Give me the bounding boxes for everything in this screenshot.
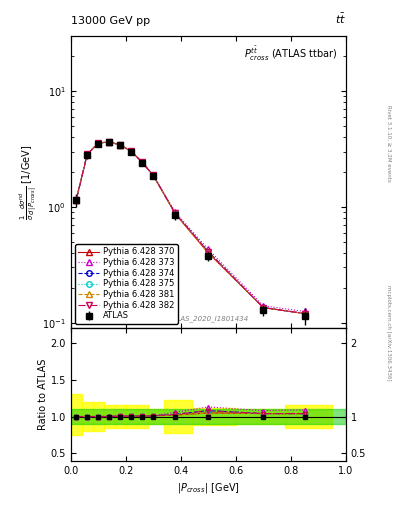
Pythia 6.428 370 (140, 159, 145, 165)
Pythia 6.428 381 (302, 310, 307, 316)
Pythia 6.428 382 (96, 140, 101, 146)
Pythia 6.428 373 (118, 142, 123, 148)
Pythia 6.428 382 (261, 305, 266, 311)
Line: Pythia 6.428 373: Pythia 6.428 373 (73, 139, 307, 314)
Pythia 6.428 370 (107, 139, 112, 145)
Pythia 6.428 373 (85, 151, 90, 157)
Pythia 6.428 382 (107, 139, 112, 145)
Pythia 6.428 374 (206, 249, 211, 255)
Pythia 6.428 382 (302, 310, 307, 316)
Pythia 6.428 381 (206, 250, 211, 256)
Pythia 6.428 374 (107, 139, 112, 145)
Pythia 6.428 373 (140, 159, 145, 165)
Pythia 6.428 374 (302, 310, 307, 316)
Pythia 6.428 373 (96, 140, 101, 146)
Pythia 6.428 382 (129, 148, 134, 155)
Pythia 6.428 370 (129, 148, 134, 155)
Pythia 6.428 375 (261, 305, 266, 311)
Pythia 6.428 381 (107, 139, 112, 145)
Pythia 6.428 370 (302, 310, 307, 316)
Pythia 6.428 373 (302, 308, 307, 314)
Pythia 6.428 373 (261, 303, 266, 309)
Pythia 6.428 370 (74, 197, 79, 203)
Pythia 6.428 375 (151, 173, 156, 179)
Pythia 6.428 373 (206, 246, 211, 252)
Pythia 6.428 375 (96, 140, 101, 146)
Pythia 6.428 373 (129, 148, 134, 155)
Pythia 6.428 373 (107, 139, 112, 145)
Text: 13000 GeV pp: 13000 GeV pp (71, 15, 150, 26)
Pythia 6.428 375 (140, 159, 145, 165)
Pythia 6.428 382 (118, 142, 123, 148)
Pythia 6.428 375 (206, 249, 211, 255)
Pythia 6.428 374 (96, 140, 101, 146)
Pythia 6.428 370 (151, 173, 156, 179)
Pythia 6.428 374 (140, 159, 145, 165)
Line: Pythia 6.428 375: Pythia 6.428 375 (73, 139, 307, 316)
Pythia 6.428 381 (96, 140, 101, 146)
Text: mcplots.cern.ch [arXiv:1306.3436]: mcplots.cern.ch [arXiv:1306.3436] (386, 285, 391, 380)
Pythia 6.428 375 (74, 197, 79, 203)
Y-axis label: $\frac{1}{\sigma}\frac{d\sigma^{nd}}{d\,|P_{cross}|}$ [1/GeV]: $\frac{1}{\sigma}\frac{d\sigma^{nd}}{d\,… (18, 144, 39, 220)
Pythia 6.428 374 (129, 148, 134, 155)
Text: $t\bar{t}$: $t\bar{t}$ (335, 11, 346, 26)
Pythia 6.428 381 (140, 159, 145, 165)
Text: $P_{cross}^{t\bar{t}}$ (ATLAS ttbar): $P_{cross}^{t\bar{t}}$ (ATLAS ttbar) (244, 45, 338, 63)
Pythia 6.428 374 (173, 210, 178, 217)
Line: Pythia 6.428 374: Pythia 6.428 374 (73, 139, 307, 316)
Text: ATLAS_2020_I1801434: ATLAS_2020_I1801434 (168, 315, 248, 322)
Pythia 6.428 382 (74, 197, 79, 203)
Pythia 6.428 382 (206, 249, 211, 255)
Legend: Pythia 6.428 370, Pythia 6.428 373, Pythia 6.428 374, Pythia 6.428 375, Pythia 6: Pythia 6.428 370, Pythia 6.428 373, Pyth… (75, 244, 178, 324)
Pythia 6.428 375 (85, 151, 90, 157)
Pythia 6.428 370 (261, 305, 266, 311)
Pythia 6.428 375 (173, 210, 178, 217)
Pythia 6.428 381 (118, 142, 123, 148)
Pythia 6.428 373 (173, 209, 178, 215)
Pythia 6.428 370 (96, 140, 101, 146)
Pythia 6.428 370 (118, 142, 123, 148)
Y-axis label: Ratio to ATLAS: Ratio to ATLAS (38, 359, 48, 430)
Pythia 6.428 373 (74, 197, 79, 203)
Pythia 6.428 373 (151, 173, 156, 179)
Pythia 6.428 381 (261, 305, 266, 311)
Pythia 6.428 381 (74, 197, 79, 203)
Pythia 6.428 370 (206, 250, 211, 256)
Pythia 6.428 375 (129, 148, 134, 155)
Pythia 6.428 375 (107, 139, 112, 145)
Pythia 6.428 375 (302, 310, 307, 316)
Line: Pythia 6.428 382: Pythia 6.428 382 (73, 139, 307, 316)
Pythia 6.428 382 (173, 210, 178, 217)
Pythia 6.428 374 (74, 197, 79, 203)
Pythia 6.428 382 (85, 151, 90, 157)
Pythia 6.428 381 (129, 148, 134, 155)
Pythia 6.428 374 (118, 142, 123, 148)
Text: Rivet 3.1.10, ≥ 3.2M events: Rivet 3.1.10, ≥ 3.2M events (386, 105, 391, 182)
Pythia 6.428 370 (85, 151, 90, 157)
Line: Pythia 6.428 370: Pythia 6.428 370 (73, 139, 307, 316)
Pythia 6.428 374 (261, 305, 266, 311)
Pythia 6.428 382 (140, 159, 145, 165)
Pythia 6.428 370 (173, 211, 178, 217)
Pythia 6.428 375 (118, 142, 123, 148)
Pythia 6.428 381 (151, 173, 156, 179)
Pythia 6.428 382 (151, 173, 156, 179)
Pythia 6.428 381 (85, 151, 90, 157)
Pythia 6.428 381 (173, 211, 178, 217)
Pythia 6.428 374 (85, 151, 90, 157)
X-axis label: $|P_{cross}|$ [GeV]: $|P_{cross}|$ [GeV] (177, 481, 240, 495)
Pythia 6.428 374 (151, 173, 156, 179)
Line: Pythia 6.428 381: Pythia 6.428 381 (73, 139, 307, 316)
